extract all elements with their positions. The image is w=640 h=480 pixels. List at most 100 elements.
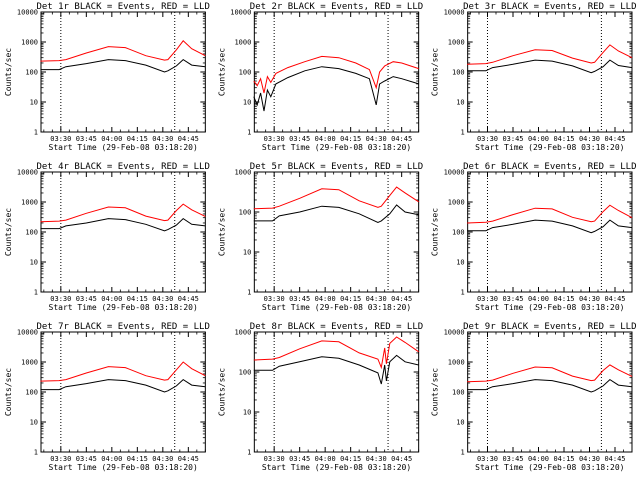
x-tick-label: 04:00 <box>528 295 549 303</box>
x-tick-label: 04:15 <box>127 135 148 143</box>
y-tick-label: 10 <box>30 99 38 107</box>
x-tick-label: 03:45 <box>289 295 310 303</box>
x-axis-label: Start Time (29-Feb-08 03:18:20) <box>49 303 198 312</box>
plot-panel: Det 6r BLACK = Events, RED = LLD 1 10 100 10… <box>431 162 637 312</box>
lld-series-line <box>253 336 419 370</box>
plot-frame <box>40 331 206 453</box>
x-axis-label: Start Time (29-Feb-08 03:18:20) <box>262 303 411 312</box>
x-tick-label: 03:45 <box>502 295 523 303</box>
y-tick-label: 10 <box>243 99 251 107</box>
y-axis-label: Counts/sec <box>431 48 440 96</box>
lld-series-line <box>467 44 633 65</box>
x-axis-label: Start Time (29-Feb-08 03:18:20) <box>49 143 198 152</box>
y-axis-label: Counts/sec <box>217 368 226 416</box>
x-axis-label: Start Time (29-Feb-08 03:18:20) <box>49 463 198 472</box>
x-tick-label: 04:30 <box>579 295 600 303</box>
chart-title: Det 6r BLACK = Events, RED = LLD <box>463 162 636 172</box>
x-tick-label: 04:15 <box>340 135 361 143</box>
x-tick-label: 04:30 <box>366 295 387 303</box>
x-tick-label: 04:15 <box>553 295 574 303</box>
chart-title: Det 2r BLACK = Events, RED = LLD <box>250 2 423 12</box>
lld-series-line <box>253 186 419 210</box>
x-tick-label: 03:30 <box>477 295 498 303</box>
events-series-line <box>40 217 206 232</box>
lld-series-line <box>40 361 206 382</box>
x-tick-label: 04:00 <box>528 135 549 143</box>
events-series-line <box>40 378 206 393</box>
x-axis-label: Start Time (29-Feb-08 03:18:20) <box>475 303 624 312</box>
y-tick-label: 100 <box>25 229 38 237</box>
lld-series-line <box>40 40 206 62</box>
x-tick-label: 03:30 <box>477 455 498 463</box>
x-tick-label: 04:30 <box>152 135 173 143</box>
x-tick-label: 04:15 <box>553 135 574 143</box>
y-tick-label: 1 <box>247 449 251 457</box>
y-tick-label: 10000 <box>444 329 465 337</box>
x-tick-label: 03:30 <box>50 295 71 303</box>
events-series-line <box>467 219 633 234</box>
events-series-line <box>467 59 633 74</box>
chart-title: Det 8r BLACK = Events, RED = LLD <box>250 322 423 332</box>
y-tick-label: 1 <box>34 129 38 137</box>
events-series-line <box>253 354 419 385</box>
y-tick-label: 10 <box>243 249 251 257</box>
x-tick-label: 04:30 <box>366 135 387 143</box>
x-tick-label: 04:45 <box>178 455 199 463</box>
x-tick-label: 04:30 <box>152 455 173 463</box>
x-tick-label: 04:45 <box>391 135 412 143</box>
lld-series-line <box>253 55 419 94</box>
x-tick-label: 04:45 <box>391 295 412 303</box>
x-tick-label: 04:00 <box>528 455 549 463</box>
x-tick-label: 04:45 <box>604 135 625 143</box>
chart-title: Det 7r BLACK = Events, RED = LLD <box>36 322 209 332</box>
y-tick-label: 10000 <box>444 9 465 17</box>
x-tick-label: 04:30 <box>579 455 600 463</box>
x-tick-label: 04:45 <box>604 455 625 463</box>
events-series-line <box>467 378 633 393</box>
x-tick-label: 03:45 <box>502 135 523 143</box>
x-tick-label: 03:45 <box>289 135 310 143</box>
y-tick-label: 10000 <box>444 169 465 177</box>
y-tick-label: 10 <box>243 409 251 417</box>
chart-title: Det 4r BLACK = Events, RED = LLD <box>36 162 209 172</box>
y-tick-label: 10000 <box>17 329 38 337</box>
x-tick-label: 03:45 <box>76 295 97 303</box>
y-tick-label: 1 <box>460 289 464 297</box>
x-tick-label: 04:45 <box>178 295 199 303</box>
x-tick-label: 04:00 <box>101 455 122 463</box>
y-tick-label: 1000 <box>21 39 38 47</box>
chart-title: Det 1r BLACK = Events, RED = LLD <box>36 2 209 12</box>
x-tick-label: 04:15 <box>127 455 148 463</box>
x-tick-label: 03:30 <box>264 295 285 303</box>
y-tick-label: 100 <box>239 69 252 77</box>
x-tick-label: 04:45 <box>604 295 625 303</box>
y-tick-label: 100 <box>239 369 252 377</box>
y-tick-label: 100 <box>452 229 465 237</box>
x-tick-label: 04:00 <box>315 455 336 463</box>
plot-frame <box>467 331 633 453</box>
y-axis-label: Counts/sec <box>217 48 226 96</box>
y-axis-label: Counts/sec <box>4 48 13 96</box>
x-tick-label: 03:30 <box>50 135 71 143</box>
x-tick-label: 04:30 <box>366 455 387 463</box>
y-tick-label: 10 <box>456 419 464 427</box>
plot-panel: Det 4r BLACK = Events, RED = LLD 1 10 100 10… <box>4 162 210 312</box>
plot-panel: Det 5r BLACK = Events, RED = LLD 1 10 100 10… <box>217 162 423 312</box>
events-series-line <box>253 66 419 112</box>
x-tick-label: 04:00 <box>315 135 336 143</box>
x-axis-label: Start Time (29-Feb-08 03:18:20) <box>262 143 411 152</box>
y-tick-label: 10 <box>456 99 464 107</box>
plot-panel: Det 7r BLACK = Events, RED = LLD 1 10 100 10… <box>4 322 210 472</box>
x-tick-label: 04:15 <box>553 455 574 463</box>
x-tick-label: 03:30 <box>264 455 285 463</box>
x-tick-label: 03:30 <box>50 455 71 463</box>
plot-frame <box>253 171 420 293</box>
y-axis-label: Counts/sec <box>4 368 13 416</box>
x-tick-label: 03:45 <box>289 455 310 463</box>
y-tick-label: 100 <box>239 209 252 217</box>
y-axis-label: Counts/sec <box>4 208 13 256</box>
plot-panel: Det 1r BLACK = Events, RED = LLD 1 10 100 10… <box>4 2 210 152</box>
plot-frame <box>40 11 206 133</box>
y-tick-label: 1000 <box>448 359 465 367</box>
y-tick-label: 1 <box>34 449 38 457</box>
